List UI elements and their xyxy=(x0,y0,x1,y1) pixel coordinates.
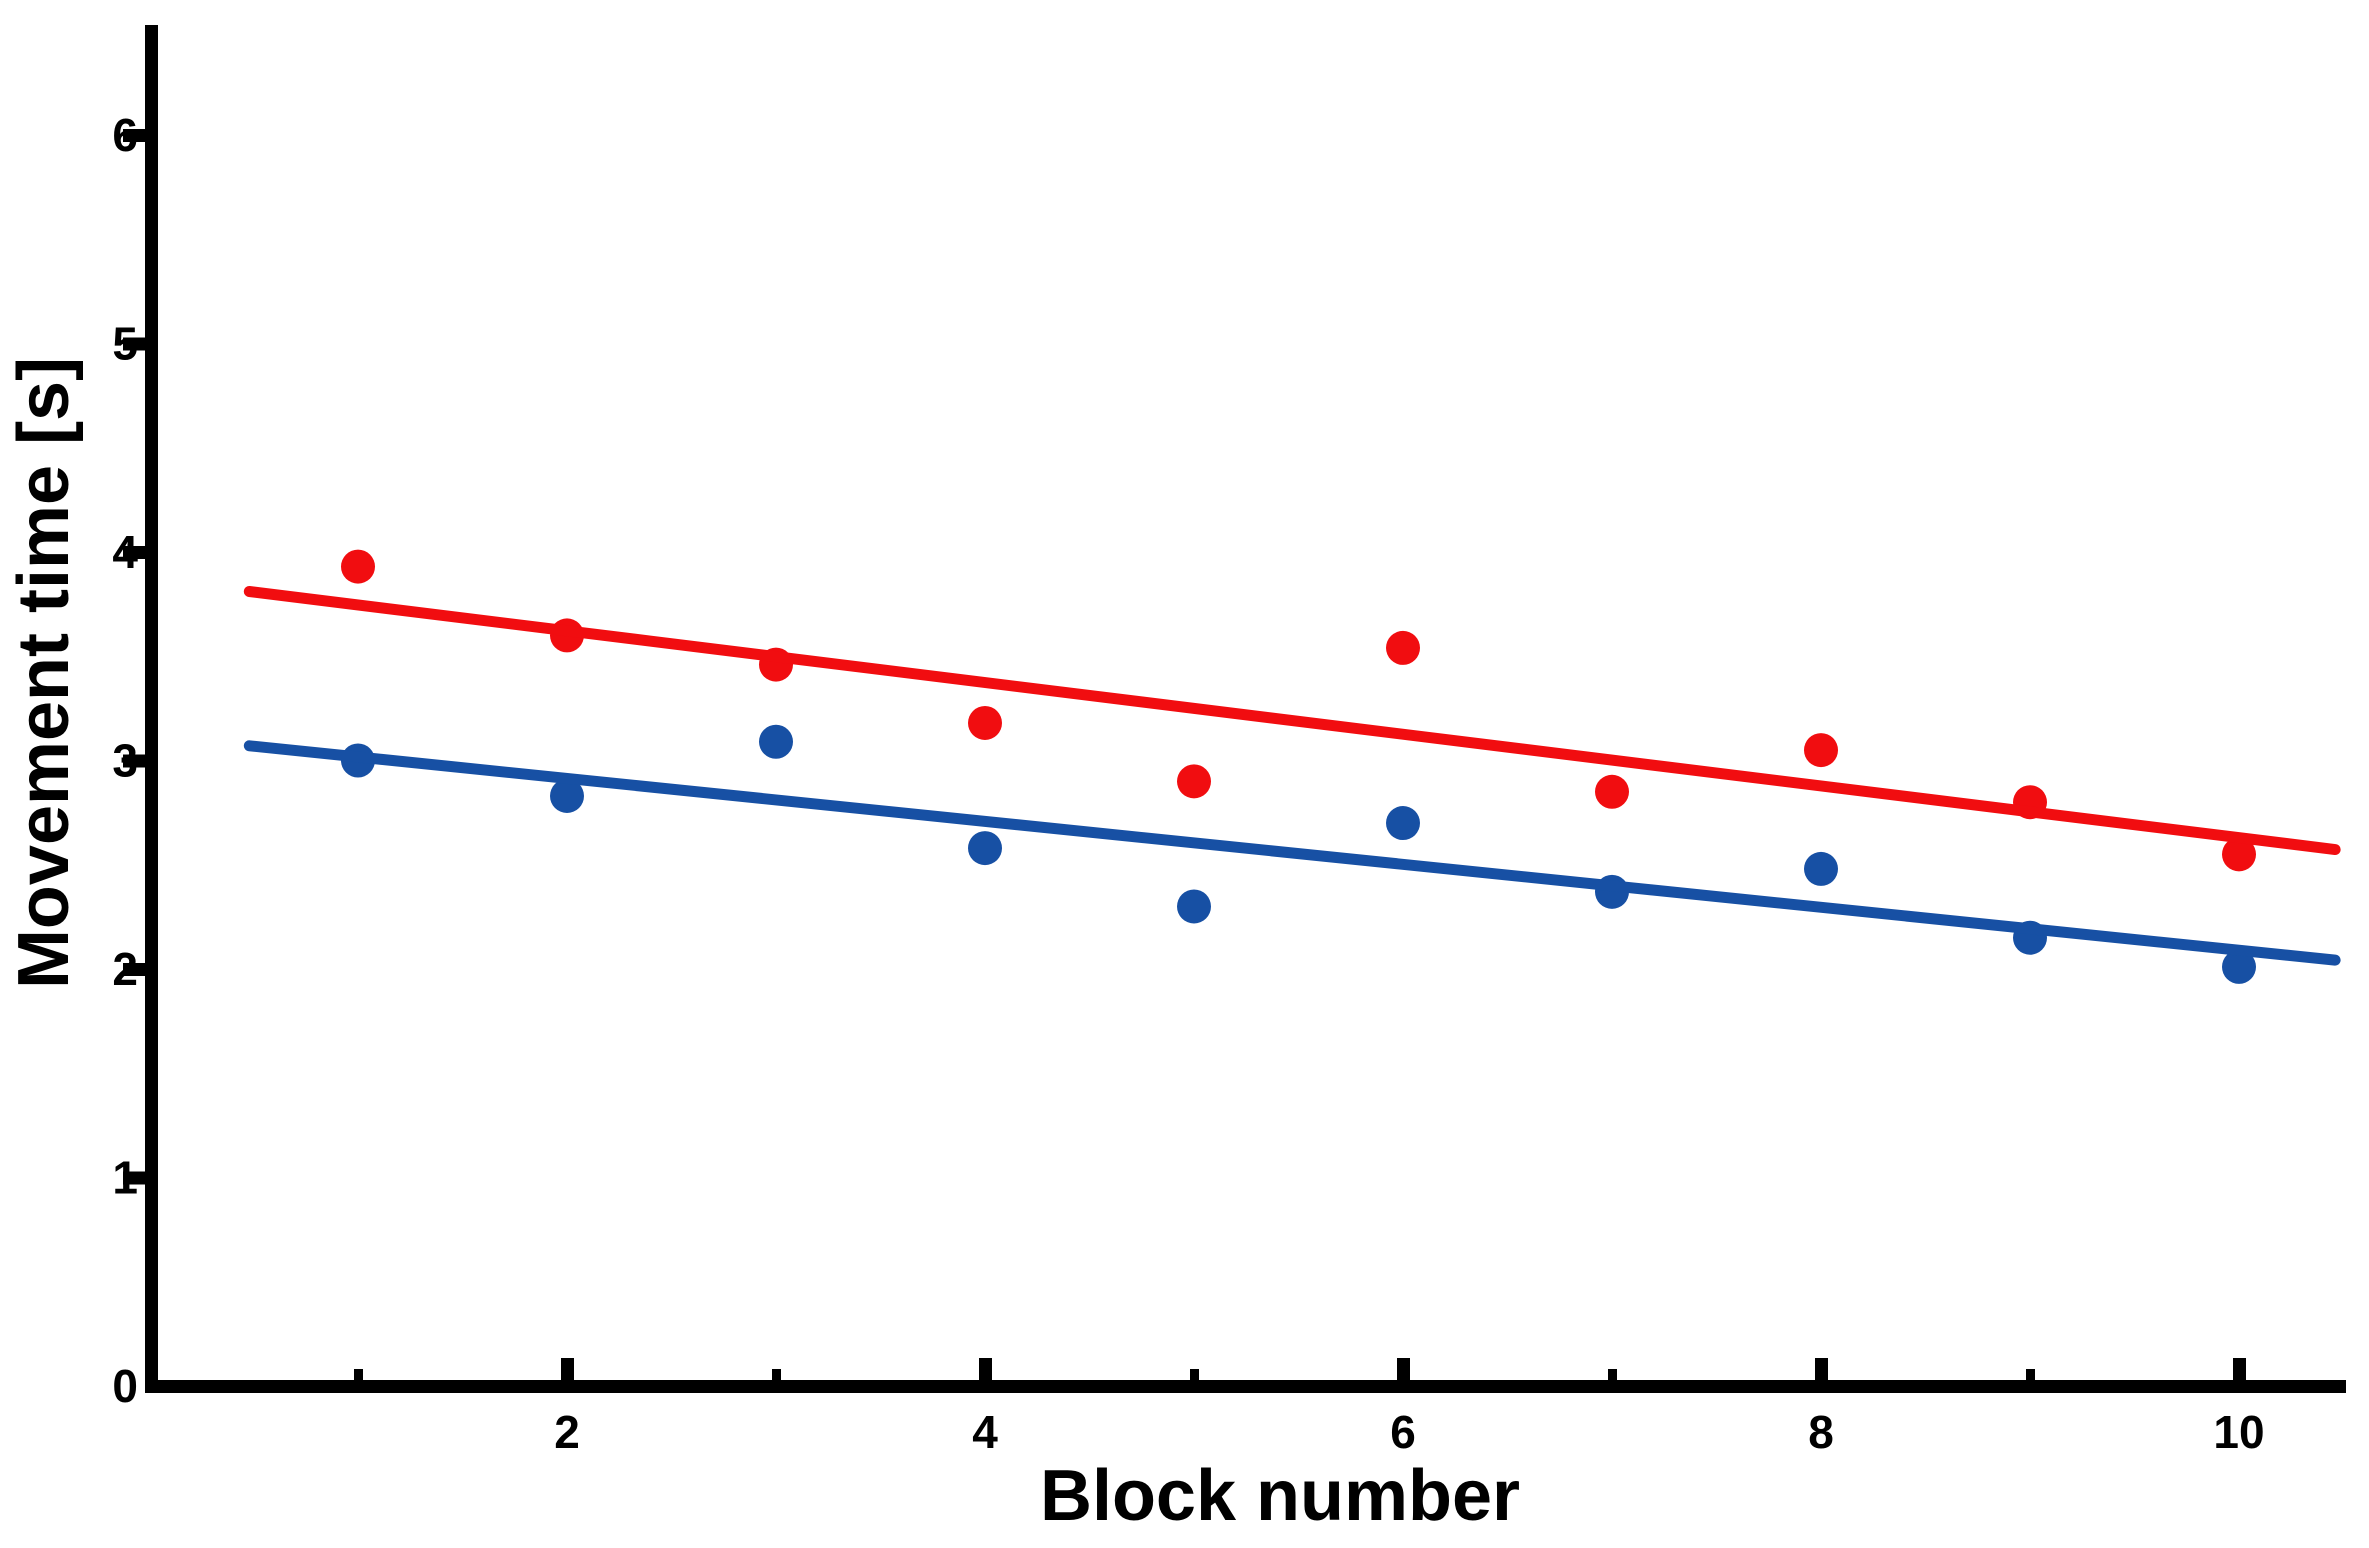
axes-layer xyxy=(123,25,2346,1393)
y-tick-label: 4 xyxy=(112,526,138,578)
x-tick-major xyxy=(1397,1358,1410,1380)
x-tick-label: 10 xyxy=(2213,1406,2264,1458)
y-tick xyxy=(123,337,145,351)
y-tick-label: 3 xyxy=(112,735,138,787)
y-tick xyxy=(123,963,145,976)
data-point-blue xyxy=(550,778,584,813)
x-tick-label: 6 xyxy=(1390,1406,1416,1458)
data-point-red xyxy=(1595,774,1629,809)
series-blue xyxy=(243,724,2341,984)
x-tick-label: 8 xyxy=(1808,1406,1834,1458)
y-axis-title: Movement time [s] xyxy=(4,357,84,989)
x-tick-minor xyxy=(1190,1369,1199,1380)
y-axis-line xyxy=(145,25,158,1393)
data-point-red xyxy=(968,705,1002,740)
data-point-blue xyxy=(968,831,1002,866)
data-point-red xyxy=(341,549,375,584)
y-tick-label: 1 xyxy=(112,1152,138,1204)
x-axis-line xyxy=(145,1380,2346,1393)
tick-labels-layer: 0 1 2 3 4 5 6 2 4 6 8 10 xyxy=(112,109,2264,1458)
trend-line-blue xyxy=(243,740,2341,966)
x-tick-label: 2 xyxy=(554,1406,580,1458)
y-tick-label: 6 xyxy=(112,109,138,161)
trend-line-red xyxy=(243,586,2341,856)
x-tick-minor xyxy=(354,1369,363,1380)
y-tick xyxy=(123,1171,145,1185)
series-red xyxy=(243,549,2341,872)
x-tick-minor xyxy=(772,1369,781,1380)
data-point-blue xyxy=(1386,806,1420,841)
data-point-red xyxy=(1804,733,1838,768)
y-tick-label: 0 xyxy=(112,1360,138,1412)
data-point-blue xyxy=(1804,851,1838,886)
data-point-blue xyxy=(759,724,793,759)
data-points-layer xyxy=(243,549,2341,984)
data-point-blue xyxy=(2222,949,2256,984)
data-point-red xyxy=(1386,630,1420,665)
x-tick-minor xyxy=(1608,1369,1617,1380)
x-tick-major xyxy=(561,1358,574,1380)
y-tick-label: 2 xyxy=(112,943,138,995)
x-tick-label: 4 xyxy=(972,1406,998,1458)
data-point-red xyxy=(1177,764,1211,799)
y-tick-label: 5 xyxy=(112,318,138,370)
x-tick-minor xyxy=(2026,1369,2035,1380)
x-tick-major xyxy=(979,1358,992,1380)
y-tick xyxy=(123,754,145,768)
y-tick xyxy=(123,129,145,142)
data-point-red xyxy=(2222,837,2256,872)
x-tick-major xyxy=(1815,1358,1828,1380)
y-tick xyxy=(123,546,145,559)
x-axis-title: Block number xyxy=(1040,1456,1520,1536)
data-point-blue xyxy=(1177,889,1211,924)
x-tick-major xyxy=(2233,1358,2246,1380)
